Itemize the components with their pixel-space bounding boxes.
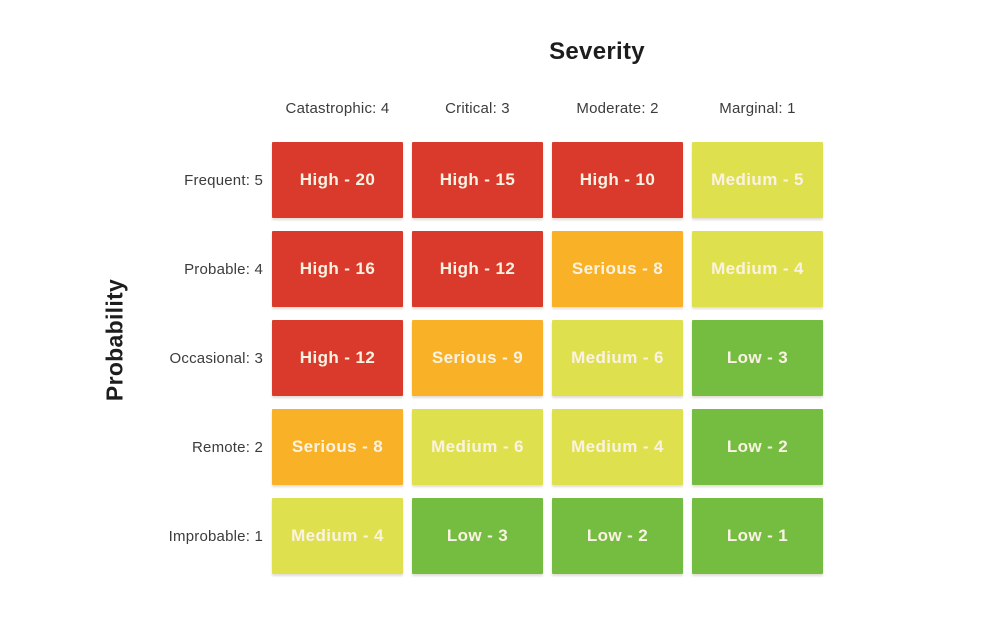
- cell-label: Medium - 6: [571, 348, 664, 367]
- cell-label: Low - 3: [726, 348, 789, 367]
- x-axis-title: Severity: [549, 38, 645, 65]
- matrix-cell: Serious - 9: [412, 320, 543, 396]
- cell-label: Low - 3: [446, 526, 509, 545]
- row-label-remote: Remote: 2: [192, 438, 263, 456]
- matrix-cell: High - 16: [272, 231, 403, 307]
- matrix-grid: High - 20 High - 15 High - 10 Medium - 5…: [272, 142, 823, 574]
- matrix-cell: Low - 3: [692, 320, 823, 396]
- cell-label: Medium - 4: [711, 259, 804, 278]
- column-header-marginal: Marginal: 1: [719, 100, 796, 117]
- column-header-critical: Critical: 3: [445, 100, 510, 117]
- matrix-cell: High - 20: [272, 142, 403, 218]
- matrix-cell: Serious - 8: [552, 231, 683, 307]
- cell-label: Medium - 4: [571, 437, 664, 456]
- cell-label: High - 10: [579, 170, 656, 189]
- matrix-cell: High - 10: [552, 142, 683, 218]
- column-headers: Catastrophic: 4 Critical: 3 Moderate: 2 …: [272, 100, 823, 117]
- row-label-occasional: Occasional: 3: [169, 349, 263, 367]
- column-header-catastrophic: Catastrophic: 4: [285, 100, 390, 117]
- matrix-cell: Low - 3: [412, 498, 543, 574]
- matrix-cell: High - 12: [272, 320, 403, 396]
- row-label-probable: Probable: 4: [184, 260, 263, 278]
- cell-label: High - 20: [299, 170, 376, 189]
- row-label-improbable: Improbable: 1: [168, 527, 263, 545]
- cell-label: Medium - 4: [291, 526, 384, 545]
- cell-label: Low - 2: [726, 437, 789, 456]
- cell-label: High - 12: [439, 259, 516, 278]
- matrix-cell: Low - 2: [552, 498, 683, 574]
- row-labels: Frequent: 5 Probable: 4 Occasional: 3 Re…: [40, 142, 263, 574]
- cell-label: Low - 2: [586, 526, 649, 545]
- cell-label: High - 12: [299, 348, 376, 367]
- matrix-cell: High - 12: [412, 231, 543, 307]
- row-label-frequent: Frequent: 5: [184, 171, 263, 189]
- cell-label: High - 15: [439, 170, 516, 189]
- matrix-cell: Low - 1: [692, 498, 823, 574]
- matrix-cell: Medium - 4: [272, 498, 403, 574]
- matrix-cell: Serious - 8: [272, 409, 403, 485]
- matrix-cell: Low - 2: [692, 409, 823, 485]
- matrix-cell: Medium - 6: [552, 320, 683, 396]
- matrix-cell: Medium - 6: [412, 409, 543, 485]
- cell-label: Serious - 8: [571, 259, 664, 278]
- cell-label: Serious - 9: [431, 348, 524, 367]
- matrix-cell: Medium - 4: [552, 409, 683, 485]
- column-header-moderate: Moderate: 2: [576, 100, 659, 117]
- matrix-cell: High - 15: [412, 142, 543, 218]
- cell-label: Serious - 8: [291, 437, 384, 456]
- matrix-cell: Medium - 5: [692, 142, 823, 218]
- cell-label: Medium - 6: [431, 437, 524, 456]
- cell-label: High - 16: [299, 259, 376, 278]
- cell-label: Low - 1: [726, 526, 789, 545]
- matrix-cell: Medium - 4: [692, 231, 823, 307]
- cell-label: Medium - 5: [711, 170, 804, 189]
